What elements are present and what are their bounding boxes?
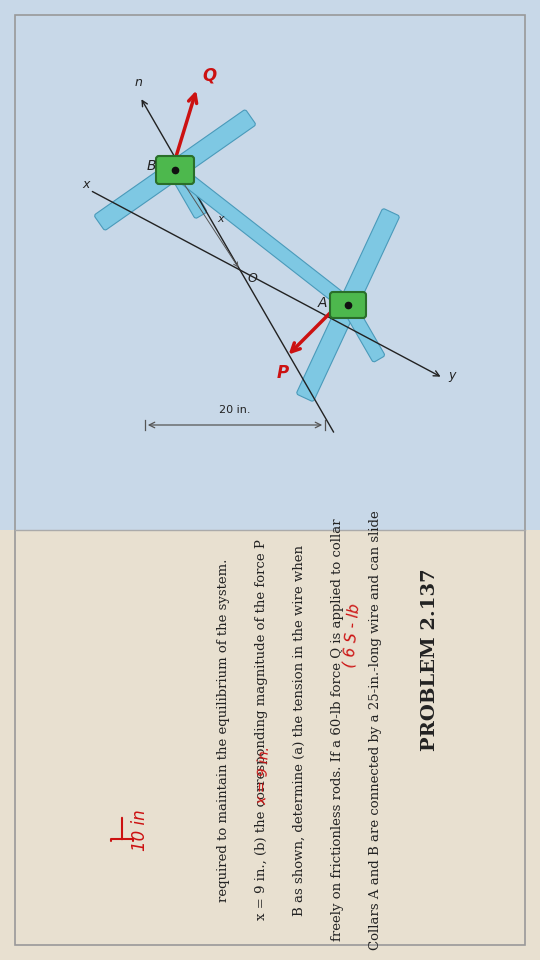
FancyBboxPatch shape: [341, 300, 384, 362]
FancyBboxPatch shape: [330, 292, 366, 318]
Text: B as shown, determine (a) the tension in the wire when: B as shown, determine (a) the tension in…: [293, 544, 306, 916]
Text: 10 in: 10 in: [131, 809, 149, 851]
Text: O: O: [248, 272, 258, 284]
FancyBboxPatch shape: [168, 165, 206, 218]
Text: P: P: [276, 365, 289, 382]
Text: 20 in.: 20 in.: [219, 405, 251, 415]
Text: Collars A and B are connected by a 25-in.-long wire and can slide: Collars A and B are connected by a 25-in…: [368, 510, 381, 949]
FancyBboxPatch shape: [156, 156, 194, 184]
Text: x = 9 in., (b) the corresponding magnitude of the force P: x = 9 in., (b) the corresponding magnitu…: [254, 540, 267, 921]
Text: freely on frictionless rods. If a 60-lb force Q is applied to collar: freely on frictionless rods. If a 60-lb …: [330, 518, 343, 942]
Text: y: y: [448, 370, 455, 382]
Text: A: A: [318, 296, 327, 310]
Text: x: x: [218, 214, 224, 224]
FancyBboxPatch shape: [94, 110, 255, 230]
FancyBboxPatch shape: [170, 164, 353, 311]
Text: x = 9 in.: x = 9 in.: [255, 745, 273, 804]
Text: ( 6 S - lb: ( 6 S - lb: [342, 602, 362, 667]
Text: required to maintain the equilibrium of the system.: required to maintain the equilibrium of …: [217, 559, 230, 901]
Text: x: x: [82, 178, 90, 191]
Text: n: n: [134, 76, 142, 88]
Text: PROBLEM 2.137: PROBLEM 2.137: [421, 568, 439, 752]
Bar: [0, 0, 540, 530]
FancyBboxPatch shape: [297, 209, 399, 401]
Text: Q: Q: [202, 67, 216, 84]
Text: B: B: [146, 159, 156, 173]
